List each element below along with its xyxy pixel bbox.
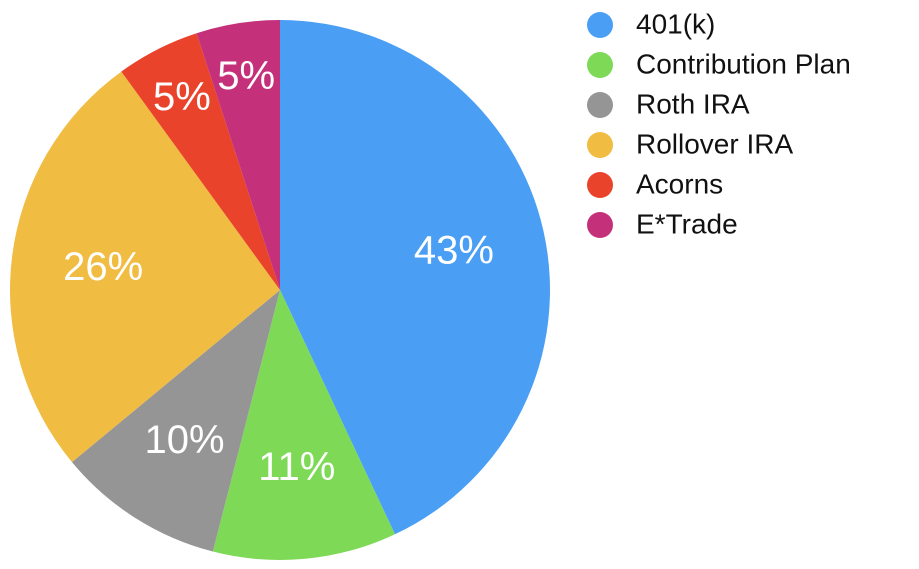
legend-swatch: [587, 172, 613, 198]
legend-swatch: [587, 12, 613, 38]
pie-slice: [9, 71, 280, 463]
legend-swatch: [587, 52, 613, 78]
pie-slice: [280, 20, 550, 535]
legend-label: Acorns: [636, 168, 723, 199]
pie-slice: [212, 290, 395, 560]
legend-label: 401(k): [636, 8, 715, 39]
legend-swatch: [587, 212, 613, 238]
legend-label: E*Trade: [636, 208, 738, 239]
slice-label: 10%: [144, 418, 224, 462]
legend-swatch: [587, 132, 613, 158]
pie-slice: [71, 290, 280, 552]
slice-label: 43%: [414, 229, 494, 273]
slice-label: 11%: [258, 445, 335, 489]
slice-label: 5%: [217, 54, 275, 98]
legend-label: Rollover IRA: [636, 128, 793, 159]
slice-label: 5%: [153, 75, 211, 119]
legend-swatch: [587, 92, 613, 118]
pie-slice: [196, 20, 280, 290]
slice-label: 26%: [63, 245, 143, 289]
legend-label: Contribution Plan: [636, 48, 851, 79]
legend-label: Roth IRA: [636, 88, 750, 119]
pie-slice: [121, 33, 281, 290]
